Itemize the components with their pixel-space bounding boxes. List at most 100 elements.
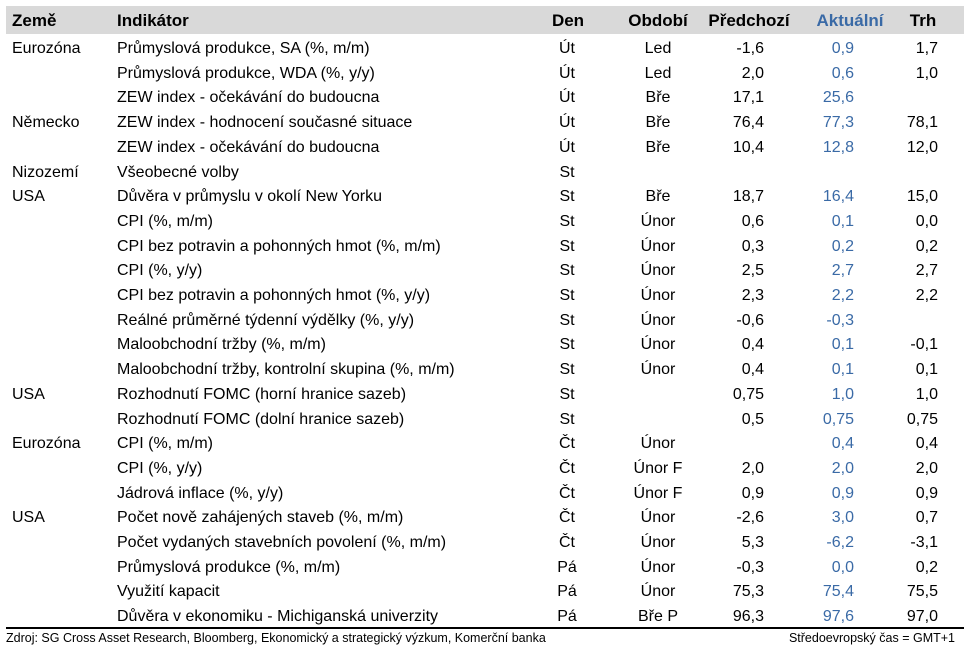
cell-actual: 3,0 [831,509,854,527]
cell-previous: 10,4 [732,138,764,156]
cell-day: Út [559,138,575,156]
cell-actual: 0,4 [831,435,854,453]
footer-source: Zdroj: SG Cross Asset Research, Bloomber… [6,631,546,645]
table-row: USA Důvěra v průmyslu v okolí New Yorku St… [6,185,964,210]
cell-actual: 2,2 [831,287,854,304]
cell-previous: -2,6 [736,509,764,527]
cell-indicator: ZEW index - hodnocení současné situace [117,114,413,132]
cell-market: 2,2 [915,287,938,304]
cell-actual: 2,7 [831,262,854,280]
cell-previous: 2,0 [741,64,764,82]
cell-period: Únor [640,336,676,354]
cell-previous: 2,0 [741,459,764,477]
cell-period: Led [644,40,672,57]
cell-previous: 2,3 [741,287,764,304]
cell-country: Německo [12,114,80,132]
cell-actual: 97,6 [822,608,854,626]
cell-actual: 0,2 [831,237,854,255]
bottom-divider [6,627,964,629]
table-row: Průmyslová produkce, WDA (%, y/y) Út Led 2,… [6,62,964,87]
cell-indicator: Průmyslová produkce, SA (%, m/m) [117,40,370,57]
cell-period: Únor [640,287,676,304]
cell-day: St [559,237,575,255]
cell-market: 1,0 [915,385,938,403]
table-row: Počet vydaných stavebních povolení (%, m… [6,531,964,556]
cell-actual: 0,6 [831,64,854,82]
cell-day: Út [559,114,575,132]
cell-period: Bře [645,89,671,107]
cell-day: Čt [559,534,575,551]
cell-indicator: Rozhodnutí FOMC (dolní hranice sazeb) [117,410,405,428]
table-row: CPI (%, y/y) St Únor 2,5 2,7 2,7 [6,259,964,284]
cell-period: Únor [640,583,676,601]
table-row: Eurozóna Průmyslová produkce, SA (%, m/m)… [6,37,964,62]
cell-previous: 96,3 [732,608,764,626]
cell-day: Čt [559,484,575,502]
cell-market: 0,2 [915,558,938,576]
cell-period: Únor [640,558,676,576]
cell-day: Pá [557,608,577,626]
cell-market: 12,0 [906,138,938,156]
cell-day: St [559,163,575,181]
table-row: CPI bez potravin a pohonných hmot (%, m/… [6,235,964,260]
table-header: Země Indikátor Den Období Předchozí Aktu… [6,6,964,34]
table-row: Maloobchodní tržby (%, m/m) St Únor 0,4 0,1 -… [6,333,964,358]
cell-period: Únor [640,435,676,453]
cell-day: St [559,212,575,230]
cell-previous: 17,1 [732,89,764,107]
cell-market: 0,0 [915,212,938,230]
cell-actual: -0,3 [826,311,854,329]
cell-indicator: Důvěra v ekonomiku - Michiganská univerz… [117,608,439,626]
cell-indicator: Všeobecné volby [117,163,239,181]
table-row: Eurozóna CPI (%, m/m) Čt Únor 0,4 0,4 [6,432,964,457]
table-row: USA Počet nově zahájených staveb (%, m/m)… [6,506,964,531]
table-row: Jádrová inflace (%, y/y) Čt Únor F 0,9 0,9 0,… [6,482,964,507]
cell-market: 78,1 [906,114,938,132]
cell-market: 0,2 [915,237,938,255]
cell-day: St [559,188,575,206]
cell-period: Bře [645,114,671,132]
cell-period: Bře [645,138,671,156]
table-row: Německo ZEW index - hodnocení současné si… [6,111,964,136]
cell-market: -3,1 [910,534,938,551]
cell-previous: 0,3 [741,237,764,255]
cell-actual: 0,0 [831,558,854,576]
cell-indicator: CPI bez potravin a pohonných hmot (%, y/… [117,287,431,304]
cell-market: 75,5 [906,583,938,601]
cell-country: Eurozóna [12,40,81,57]
cell-market: 0,4 [915,435,938,453]
cell-actual: 16,4 [822,188,854,206]
cell-previous: -1,6 [736,40,764,57]
cell-period: Únor F [633,459,683,477]
cell-previous: 0,6 [741,212,764,230]
cell-previous: 0,4 [741,361,764,379]
cell-period: Únor [640,509,676,527]
table-row: Maloobchodní tržby, kontrolní skupina (%… [6,358,964,383]
header-previous: Předchozí [708,11,790,30]
header-country: Země [12,11,57,30]
cell-previous: 18,7 [732,188,764,206]
cell-day: Čt [559,459,575,477]
cell-actual: 0,1 [831,361,854,379]
cell-previous: -0,3 [736,558,764,576]
cell-market: 2,0 [915,459,938,477]
cell-period: Únor [640,212,676,230]
cell-market: 0,9 [915,484,938,502]
cell-previous: 0,75 [732,385,764,403]
header-market: Trh [909,11,937,30]
table-row: CPI bez potravin a pohonných hmot (%, y/… [6,284,964,309]
cell-period: Únor [640,311,676,329]
cell-day: Pá [557,558,577,576]
cell-indicator: Rozhodnutí FOMC (horní hranice sazeb) [117,385,407,403]
cell-market: 1,0 [915,64,938,82]
cell-actual: 0,9 [831,484,854,502]
cell-period: Únor [640,361,676,379]
cell-period: Led [644,64,672,82]
cell-indicator: CPI (%, m/m) [117,212,213,230]
cell-day: Čt [559,435,575,453]
table-row: ZEW index - očekávání do budoucna Út Bře 17… [6,86,964,111]
cell-indicator: CPI (%, y/y) [117,262,203,280]
cell-indicator: Počet nově zahájených staveb (%, m/m) [117,509,404,527]
cell-market: 97,0 [906,608,938,626]
header-period: Období [628,11,688,30]
